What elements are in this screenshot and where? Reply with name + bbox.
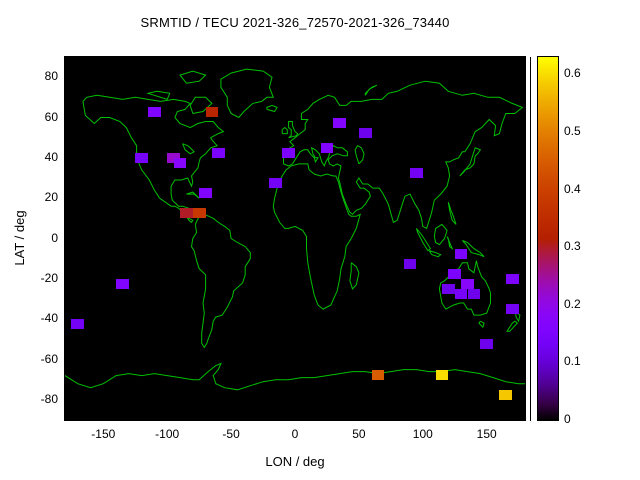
coastline <box>459 147 482 177</box>
heatmap-cell <box>211 147 225 158</box>
x-axis-label: LON / deg <box>265 454 325 469</box>
coastline <box>283 80 524 230</box>
heatmap-cell <box>454 288 468 299</box>
heatmap-cell <box>205 107 219 118</box>
heatmap-cell <box>499 389 513 400</box>
y-tick-label: -60 <box>40 351 58 366</box>
y-tick-label: 80 <box>44 69 58 84</box>
coastline <box>182 143 195 155</box>
colorbar-tick-label: 0.5 <box>564 123 581 138</box>
coastline <box>446 236 454 251</box>
coastline <box>179 70 207 84</box>
colorbar <box>537 56 559 421</box>
colorbar-tick-label: 0.4 <box>564 181 581 196</box>
coastline <box>433 223 448 246</box>
x-tick-label: -100 <box>155 427 180 441</box>
heatmap-cell <box>173 157 187 168</box>
coastline <box>288 121 299 139</box>
heatmap-cell <box>180 208 193 219</box>
world-map <box>65 68 525 391</box>
coastline <box>82 94 225 224</box>
heatmap-cell <box>480 339 494 350</box>
heatmap-cell <box>371 369 385 380</box>
x-tick-label: 100 <box>412 427 433 441</box>
coastline <box>462 240 485 258</box>
heatmap-cell <box>135 152 149 163</box>
coastline <box>364 84 378 96</box>
coastline <box>272 163 361 310</box>
coastline <box>438 260 491 316</box>
x-tick-label: -150 <box>91 427 116 441</box>
coastline <box>478 320 485 329</box>
coastline <box>190 213 251 349</box>
heatmap-cell <box>71 319 85 330</box>
heatmap-cell <box>467 288 481 299</box>
y-tick-label: 60 <box>44 109 58 124</box>
y-tick-label: -80 <box>40 391 58 406</box>
heatmap-cell <box>116 278 129 289</box>
heatmap-cell <box>199 188 212 199</box>
coastline <box>146 90 171 101</box>
heatmap-cell <box>505 273 519 284</box>
coastline <box>281 126 288 135</box>
heatmap-cell <box>441 283 455 294</box>
heatmap-cell <box>448 268 462 279</box>
colorbar-tick-label: 0.2 <box>564 296 581 311</box>
heatmap-cell <box>358 127 372 138</box>
plot-area <box>64 56 526 421</box>
coastline <box>415 228 432 252</box>
heatmap-cell <box>461 278 474 289</box>
heatmap-cell <box>282 147 295 158</box>
colorbar-tick-label: 0.3 <box>564 239 581 254</box>
heatmap-cell <box>269 178 283 189</box>
heatmap-cell <box>403 258 417 269</box>
coastline <box>428 250 442 258</box>
heatmap-cell <box>505 304 519 315</box>
coastline <box>354 145 365 165</box>
y-axis-label: LAT / deg <box>12 210 27 266</box>
chart-title: SRMTID / TECU 2021-326_72570-2021-326_73… <box>140 15 450 30</box>
coastline <box>186 191 200 199</box>
coastline <box>447 202 457 225</box>
heatmap-cell <box>333 117 347 128</box>
coastline <box>220 68 275 118</box>
coastline <box>506 320 519 332</box>
heatmap-cell <box>454 248 468 259</box>
x-tick-label: 0 <box>291 427 299 441</box>
colorbar-tick-label: 0 <box>564 412 571 426</box>
heatmap-cell <box>192 208 206 219</box>
x-tick-label: 150 <box>476 427 497 441</box>
colorbar-tick-label: 0.6 <box>564 66 581 81</box>
x-tick-label: 50 <box>352 427 366 441</box>
coastline <box>65 362 525 391</box>
heatmap-cell <box>410 167 423 178</box>
heatmap-cell <box>167 152 180 163</box>
coastline <box>189 96 213 114</box>
coastline <box>349 262 360 290</box>
coastline <box>266 104 278 113</box>
plot-colorbar-separator-line <box>530 57 531 421</box>
heatmap-cell <box>148 107 161 118</box>
heatmap-cell <box>435 369 449 380</box>
x-tick-label: -50 <box>222 427 240 441</box>
heatmap-cell <box>320 142 334 153</box>
colorbar-tick-label: 0.1 <box>564 354 581 369</box>
